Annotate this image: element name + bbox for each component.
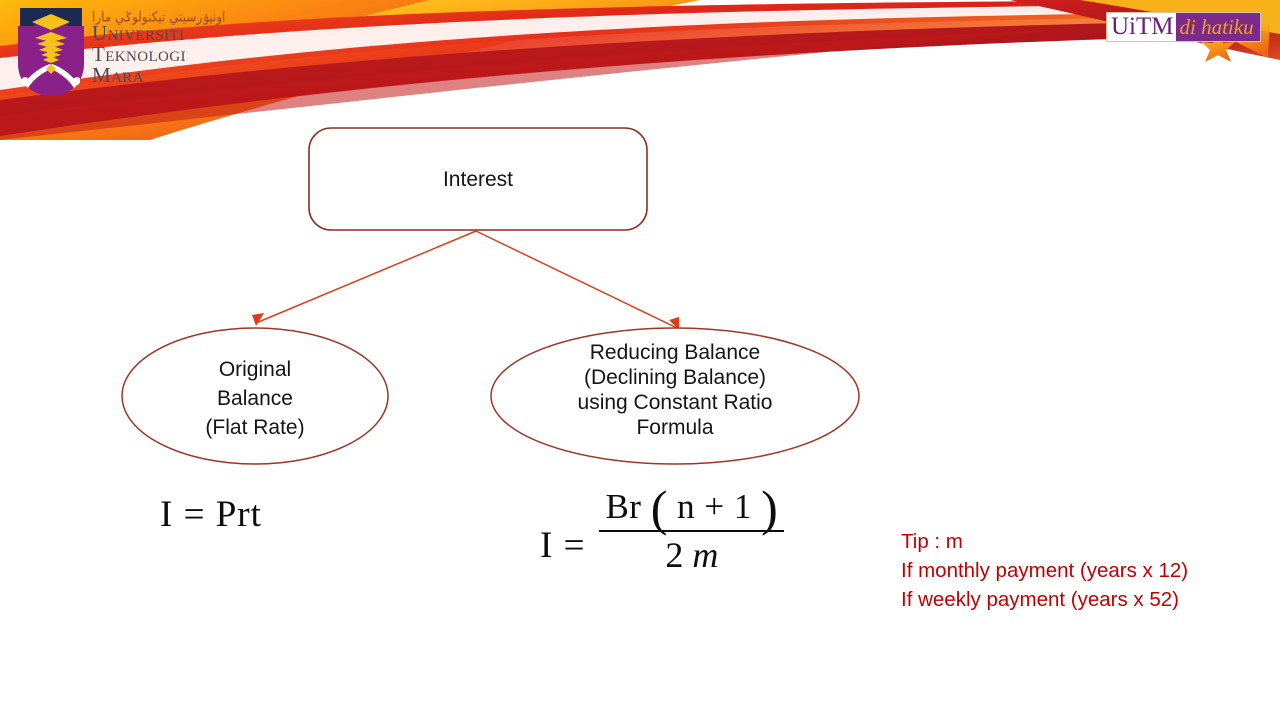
numerator-prefix: Br (605, 487, 642, 526)
numerator-inner: n + 1 (677, 487, 752, 526)
badge-slogan: di hatiku (1175, 13, 1260, 41)
original-balance-line-1: Original (218, 358, 292, 381)
uitm-di-hatiku-badge: UiTM di hatiku (1106, 12, 1261, 42)
fraction-numerator: Br ( n + 1 ) (599, 483, 784, 533)
arrow-head-left (252, 313, 264, 326)
arrow-head-right (669, 317, 679, 330)
reducing-balance-line-4: Formula (636, 416, 714, 439)
reducing-formula-lhs: I = (540, 525, 586, 566)
university-line-2: Teknologi (92, 42, 186, 66)
denominator-variable: m (692, 535, 719, 575)
original-balance-node-label[interactable]: Original Balance (Flat Rate) (140, 355, 370, 442)
original-balance-line-3: (Flat Rate) (205, 416, 305, 439)
numerator-open-paren: ( (650, 480, 668, 536)
reducing-balance-line-3: using Constant Ratio (577, 391, 773, 414)
university-name-block: اونيۏرسيتي تيكنولوݢي مارا Universiti Tek… (92, 8, 242, 87)
original-balance-line-2: Balance (217, 387, 293, 410)
tip-note-line-1: Tip : m (901, 530, 963, 553)
badge-uitm-mark: UiTM (1111, 13, 1174, 40)
uitm-crest-icon (14, 6, 88, 98)
tip-note-line-3: If weekly payment (years x 52) (901, 588, 1179, 611)
reducing-balance-line-1: Reducing Balance (589, 341, 761, 364)
interest-node-text: Interest (442, 168, 514, 191)
fraction-denominator: 2 m (599, 534, 784, 576)
flat-rate-formula-text: I = Prt (160, 494, 262, 535)
tip-note: Tip : m If monthly payment (years x 12) … (901, 527, 1231, 614)
denominator-number: 2 (665, 535, 684, 575)
fraction-bar (599, 530, 785, 532)
jawi-script-text: اونيۏرسيتي تيكنولوݢي مارا (92, 8, 226, 25)
numerator-close-paren: ) (761, 480, 779, 536)
reducing-balance-node-label[interactable]: Reducing Balance (Declining Balance) usi… (510, 340, 840, 440)
tip-note-line-2: If monthly payment (years x 12) (901, 559, 1189, 582)
reducing-balance-line-2: (Declining Balance) (583, 366, 767, 389)
interest-node-label[interactable]: Interest (310, 166, 646, 194)
flat-rate-formula: I = Prt (160, 493, 262, 537)
reducing-balance-formula: I = Br ( n + 1 ) 2 m (540, 483, 785, 576)
connector-arrows (255, 230, 678, 329)
university-line-1: Universiti (92, 21, 185, 45)
university-line-3: Mara (92, 63, 144, 87)
reducing-formula-fraction: Br ( n + 1 ) 2 m (599, 483, 785, 576)
